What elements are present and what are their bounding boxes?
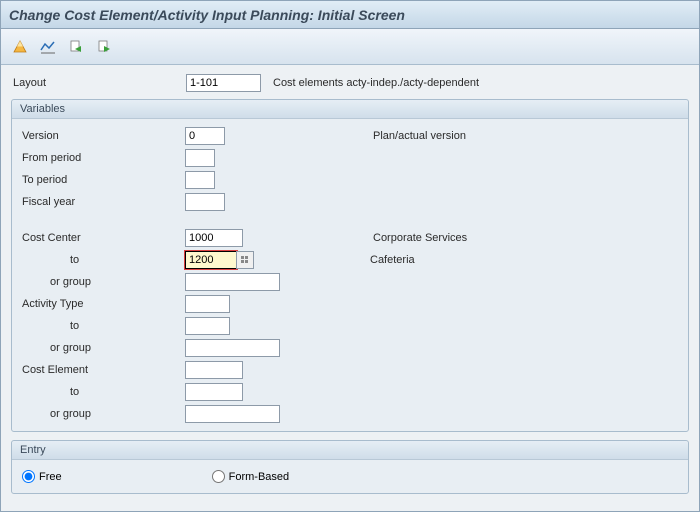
toolbar-btn-doc-prev[interactable] (65, 36, 87, 58)
toolbar-btn-doc-next[interactable] (93, 36, 115, 58)
cost-center-input[interactable] (185, 229, 243, 247)
variables-title: Variables (12, 100, 688, 119)
activity-type-label: Activity Type (20, 298, 185, 310)
entry-body: Free Form-Based (12, 460, 688, 493)
title-bar: Change Cost Element/Activity Input Plann… (1, 1, 699, 29)
f4-help-button[interactable] (236, 251, 254, 269)
toolbar-btn-overview[interactable] (9, 36, 31, 58)
f4-icon (240, 255, 250, 265)
cost-center-to-label: to (20, 254, 185, 266)
cost-center-to-desc: Cafeteria (370, 254, 415, 266)
to-period-input[interactable] (185, 171, 215, 189)
entry-free-label: Free (39, 471, 62, 483)
layout-label: Layout (11, 77, 186, 89)
cost-center-group-input[interactable] (185, 273, 280, 291)
activity-group-input[interactable] (185, 339, 280, 357)
fiscal-year-label: Fiscal year (20, 196, 185, 208)
activity-to-input[interactable] (185, 317, 230, 335)
layout-desc: Cost elements acty-indep./acty-dependent (273, 77, 479, 89)
chart-icon (40, 39, 56, 55)
window-title: Change Cost Element/Activity Input Plann… (9, 7, 405, 23)
fiscal-year-input[interactable] (185, 193, 225, 211)
version-desc: Plan/actual version (373, 130, 466, 142)
entry-group: Entry Free Form-Based (11, 440, 689, 494)
sap-window: Change Cost Element/Activity Input Plann… (0, 0, 700, 512)
cost-element-group-input[interactable] (185, 405, 280, 423)
content-area: Layout Cost elements acty-indep./acty-de… (1, 65, 699, 511)
entry-free-radio[interactable] (22, 470, 35, 483)
variables-group: Variables Version Plan/actual version Fr… (11, 99, 689, 432)
activity-to-label: to (20, 320, 185, 332)
pyramid-icon (12, 39, 28, 55)
variables-body: Version Plan/actual version From period … (12, 119, 688, 431)
toolbar-btn-period[interactable] (37, 36, 59, 58)
entry-form-option[interactable]: Form-Based (212, 470, 290, 483)
entry-form-label: Form-Based (229, 471, 290, 483)
from-period-input[interactable] (185, 149, 215, 167)
entry-free-option[interactable]: Free (22, 470, 62, 483)
version-label: Version (20, 130, 185, 142)
to-period-label: To period (20, 174, 185, 186)
cost-element-group-label: or group (20, 408, 185, 420)
doc-arrow-right-icon (96, 39, 112, 55)
cost-element-to-label: to (20, 386, 185, 398)
layout-input[interactable] (186, 74, 261, 92)
activity-type-input[interactable] (185, 295, 230, 313)
activity-group-label: or group (20, 342, 185, 354)
cost-element-input[interactable] (185, 361, 243, 379)
cost-element-label: Cost Element (20, 364, 185, 376)
cost-center-label: Cost Center (20, 232, 185, 244)
entry-form-radio[interactable] (212, 470, 225, 483)
cost-center-group-label: or group (20, 276, 185, 288)
toolbar (1, 29, 699, 65)
entry-title: Entry (12, 441, 688, 460)
cost-element-to-input[interactable] (185, 383, 243, 401)
cost-center-to-input[interactable] (185, 251, 237, 269)
layout-row: Layout Cost elements acty-indep./acty-de… (11, 73, 689, 93)
version-input[interactable] (185, 127, 225, 145)
cost-center-desc: Corporate Services (373, 232, 467, 244)
from-period-label: From period (20, 152, 185, 164)
doc-arrow-left-icon (68, 39, 84, 55)
